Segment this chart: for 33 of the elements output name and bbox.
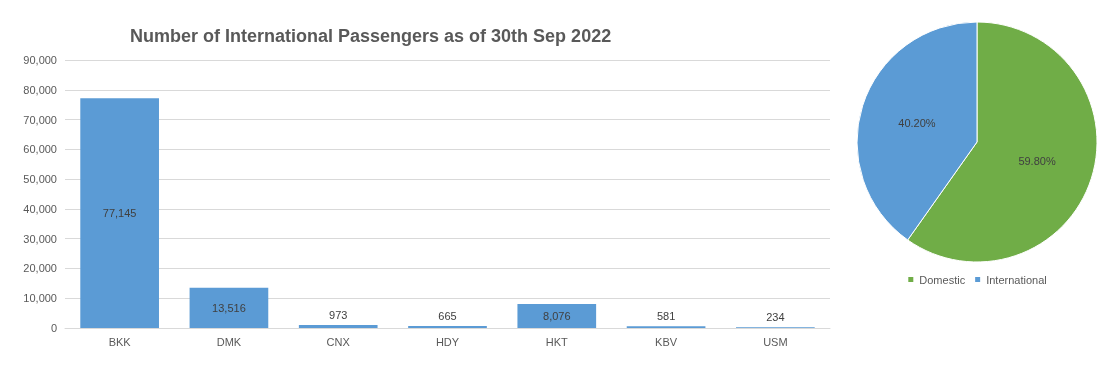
legend-label: International [986, 273, 1047, 286]
y-tick-label: 80,000 [23, 83, 57, 96]
y-tick-label: 40,000 [23, 202, 57, 215]
chart-title: Number of International Passengers as of 30th Sep 2022 [130, 26, 612, 46]
y-tick-label: 60,000 [23, 143, 57, 156]
bar [517, 303, 597, 328]
x-tick-label: USM [763, 335, 788, 348]
data-label: 973 [329, 308, 348, 321]
y-tick-label: 50,000 [23, 173, 57, 186]
x-tick-label: HKT [545, 335, 569, 348]
y-tick-label: 90,000 [23, 54, 57, 66]
x-tick-label: HDY [435, 335, 460, 348]
data-label: 13,516 [212, 301, 246, 314]
data-label: 77,145 [102, 207, 137, 220]
y-tick-label: 70,000 [23, 113, 57, 126]
data-label: 234 [766, 310, 785, 323]
data-label: 40.20% [898, 116, 936, 129]
bar [80, 98, 159, 328]
y-tick-label: 20,000 [23, 262, 57, 275]
y-tick-label: 10,000 [23, 292, 57, 305]
data-label: 8,076 [543, 309, 571, 322]
legend-label: Domestic [919, 273, 966, 286]
x-tick-label: CNX [326, 335, 351, 348]
x-tick-label: BKK [108, 335, 132, 348]
data-label: 581 [656, 309, 676, 322]
data-label: 665 [438, 309, 457, 322]
bar [298, 325, 378, 328]
bar [189, 287, 269, 328]
x-tick-label: KBV [655, 335, 678, 348]
y-tick-label: 0 [50, 322, 57, 334]
x-tick-label: DMK [216, 335, 242, 348]
data-label: 59.80% [1018, 155, 1056, 168]
y-tick-label: 30,000 [23, 232, 57, 245]
